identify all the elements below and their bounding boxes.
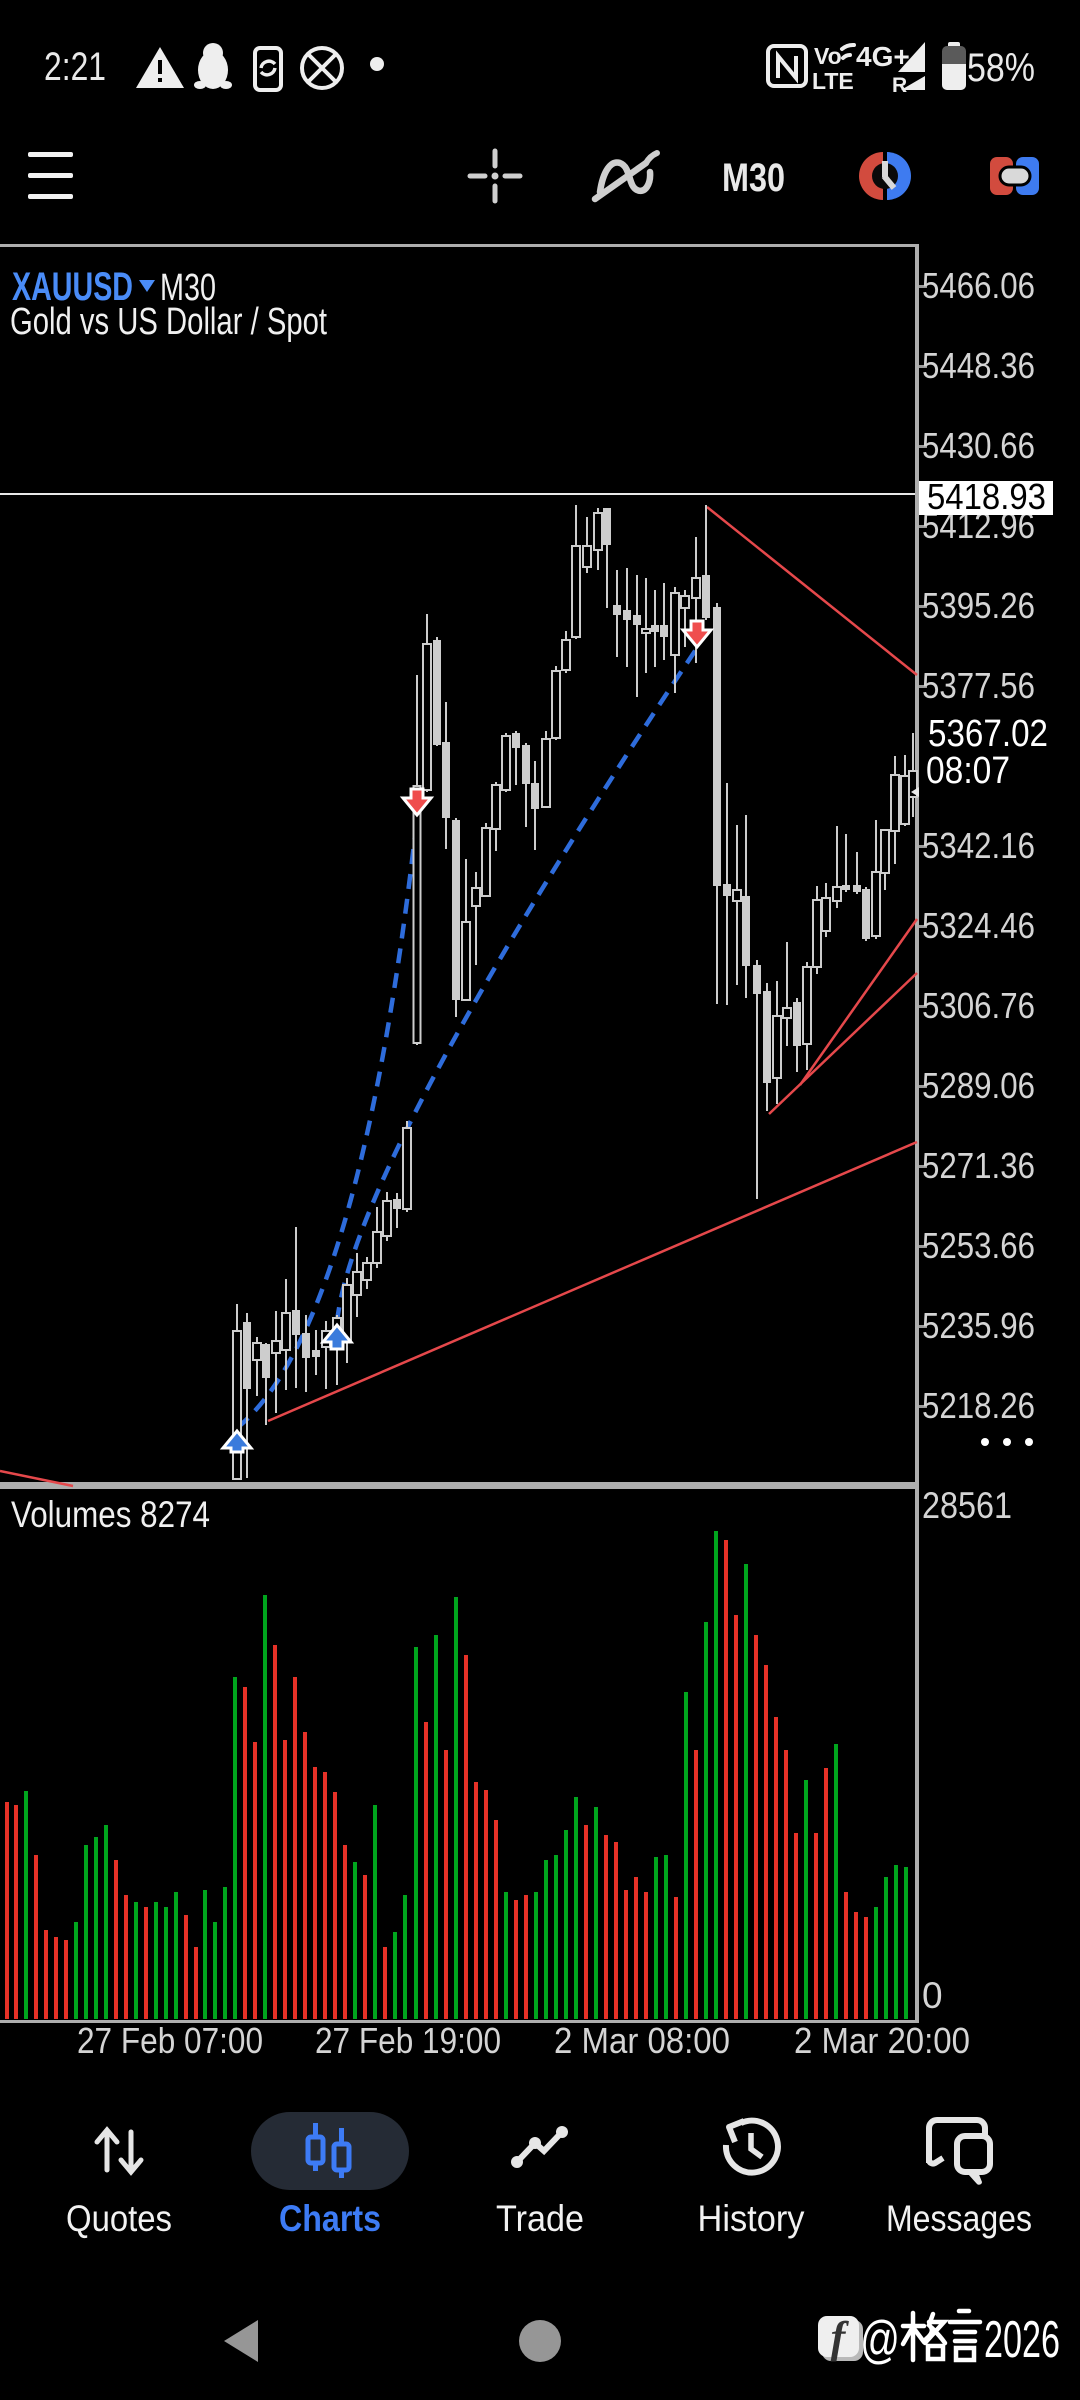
svg-text:28561: 28561	[922, 1485, 1012, 1526]
svg-text:5289.06: 5289.06	[922, 1065, 1035, 1106]
svg-text:58%: 58%	[967, 46, 1035, 90]
svg-text:5342.16: 5342.16	[922, 825, 1035, 866]
svg-text:0: 0	[922, 1975, 943, 2016]
svg-text:@: @	[860, 2311, 900, 2369]
svg-text:LTE: LTE	[812, 68, 854, 94]
svg-text:5235.96: 5235.96	[922, 1305, 1035, 1346]
svg-text:27 Feb 19:00: 27 Feb 19:00	[315, 2020, 501, 2061]
svg-text:2 Mar 20:00: 2 Mar 20:00	[794, 2020, 970, 2061]
svg-text:5430.66: 5430.66	[922, 425, 1035, 466]
svg-text:5418.93: 5418.93	[927, 476, 1046, 517]
svg-text:5466.06: 5466.06	[922, 265, 1035, 306]
svg-text:4G+: 4G+	[856, 41, 910, 72]
svg-text:Trade: Trade	[496, 2198, 584, 2239]
svg-text:f: f	[831, 2313, 850, 2362]
svg-text:Messages: Messages	[886, 2198, 1032, 2239]
svg-text:5253.66: 5253.66	[922, 1225, 1035, 1266]
svg-text:2026: 2026	[984, 2311, 1060, 2369]
svg-text:R: R	[892, 74, 907, 97]
svg-text:5395.26: 5395.26	[922, 585, 1035, 626]
svg-text:08:07: 08:07	[926, 750, 1010, 792]
svg-text:M30: M30	[160, 267, 216, 309]
svg-text:5377.56: 5377.56	[922, 665, 1035, 706]
svg-text:5367.02: 5367.02	[928, 713, 1048, 755]
svg-text:Charts: Charts	[279, 2198, 381, 2239]
svg-text:27 Feb 07:00: 27 Feb 07:00	[77, 2020, 263, 2061]
svg-text:Gold vs US Dollar / Spot: Gold vs US Dollar / Spot	[10, 301, 327, 343]
svg-text:Vo: Vo	[814, 43, 842, 69]
svg-text:XAUUSD: XAUUSD	[12, 265, 133, 309]
svg-text:M30: M30	[722, 156, 785, 200]
svg-text:History: History	[698, 2198, 805, 2239]
svg-text:5448.36: 5448.36	[922, 345, 1035, 386]
svg-text:2:21: 2:21	[44, 45, 106, 89]
svg-text:Quotes: Quotes	[66, 2198, 172, 2239]
svg-text:2 Mar 08:00: 2 Mar 08:00	[554, 2020, 730, 2061]
svg-text:5218.26: 5218.26	[922, 1385, 1035, 1426]
svg-text:5306.76: 5306.76	[922, 985, 1035, 1026]
svg-text:Volumes 8274: Volumes 8274	[11, 1494, 210, 1535]
svg-text:5271.36: 5271.36	[922, 1145, 1035, 1186]
svg-text:5324.46: 5324.46	[922, 905, 1035, 946]
